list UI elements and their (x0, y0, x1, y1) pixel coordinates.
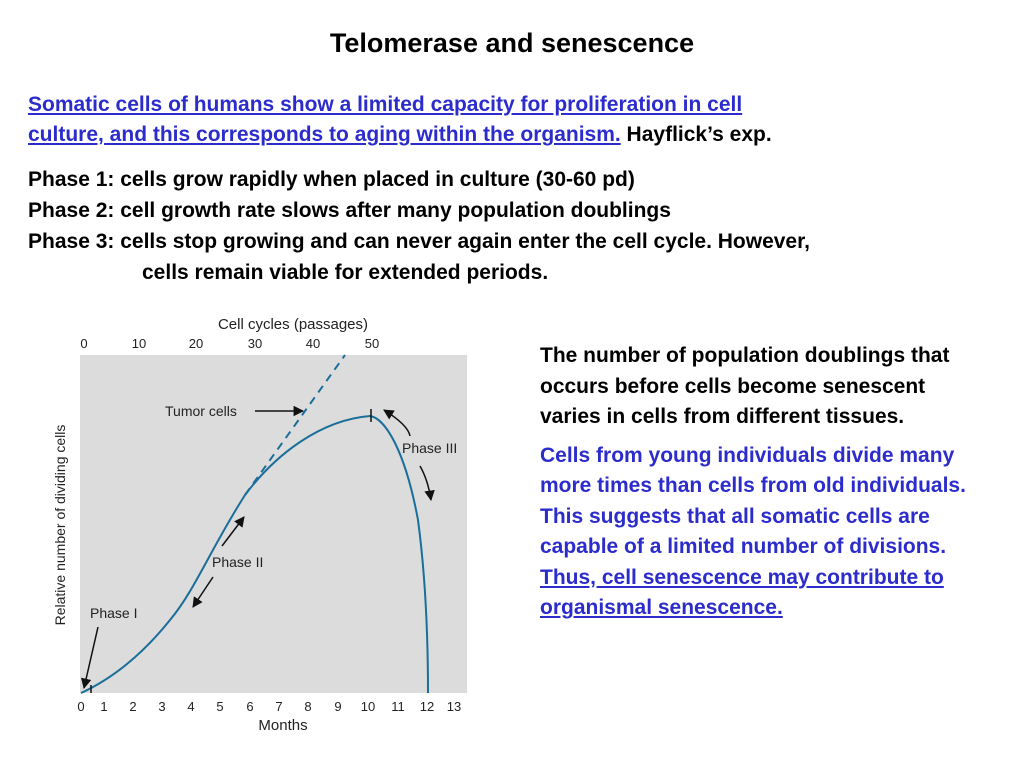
tumor-cells-label: Tumor cells (165, 403, 237, 419)
young-cells-paragraph: Cells from young individuals divide many… (540, 441, 980, 624)
growth-curve-figure: Cell cycles (passages) 0 10 20 30 40 50 … (52, 316, 467, 734)
x-tick-label: 5 (216, 699, 223, 714)
phase-2-arrow-up (221, 516, 245, 547)
phase-2-arrow-down (192, 576, 214, 608)
top-tick-label: 10 (132, 336, 146, 351)
phase-1-text: Phase 1: cells grow rapidly when placed … (28, 168, 635, 191)
phase-3-text: Phase 3: cells stop growing and can neve… (28, 230, 810, 253)
phase-2-text: Phase 2: cell growth rate slows after ma… (28, 199, 671, 222)
intro-paragraph: Somatic cells of humans show a limited c… (28, 90, 988, 150)
phase-3-label: Phase III (402, 440, 457, 456)
top-axis-ticks: 0 10 20 30 40 50 (80, 336, 379, 351)
explanation-text: The number of population doublings that … (540, 341, 980, 624)
tumor-cells-dashed-line (244, 354, 346, 496)
x-tick-label: 10 (361, 699, 375, 714)
top-tick-label: 40 (306, 336, 320, 351)
x-tick-label: 13 (447, 699, 461, 714)
plot-background (80, 355, 467, 693)
senescence-conclusion-link[interactable]: Thus, cell senescence may contribute to … (540, 565, 944, 620)
phase-1-label: Phase I (90, 605, 137, 621)
x-tick-label: 4 (187, 699, 194, 714)
x-tick-label: 1 (100, 699, 107, 714)
intro-link-line1[interactable]: Somatic cells of humans show a limited c… (28, 93, 743, 116)
phase-list: Phase 1: cells grow rapidly when placed … (28, 164, 998, 288)
x-tick-label: 11 (391, 699, 405, 714)
x-tick-label: 2 (129, 699, 136, 714)
top-tick-label: 20 (189, 336, 203, 351)
x-tick-label: 7 (275, 699, 282, 714)
top-tick-label: 50 (365, 336, 379, 351)
intro-link-line2[interactable]: culture, and this corresponds to aging w… (28, 123, 621, 146)
intro-suffix: Hayflick’s exp. (620, 123, 772, 146)
x-axis-label: Months (258, 717, 307, 734)
phase-2-label: Phase II (212, 554, 263, 570)
bottom-axis-ticks: 0 1 2 3 4 5 6 7 8 9 10 11 12 13 (77, 699, 461, 714)
y-axis-label: Relative number of dividing cells (52, 425, 68, 626)
page-title: Telomerase and senescence (329, 28, 695, 58)
x-tick-label: 12 (420, 699, 434, 714)
young-cells-text: Cells from young individuals divide many… (540, 443, 966, 559)
top-axis-label: Cell cycles (passages) (218, 316, 368, 333)
phase-1-arrow (80, 626, 99, 690)
phase-3-continuation: cells remain viable for extended periods… (142, 261, 549, 284)
x-tick-label: 8 (304, 699, 311, 714)
x-tick-label: 0 (77, 699, 84, 714)
x-tick-label: 3 (158, 699, 165, 714)
growth-curve (80, 414, 429, 694)
x-tick-label: 6 (246, 699, 253, 714)
population-doublings-paragraph: The number of population doublings that … (540, 344, 950, 428)
top-tick-label: 30 (248, 336, 262, 351)
top-tick-label: 0 (80, 336, 87, 351)
phase-3-arrow (384, 410, 431, 500)
x-tick-label: 9 (334, 699, 341, 714)
